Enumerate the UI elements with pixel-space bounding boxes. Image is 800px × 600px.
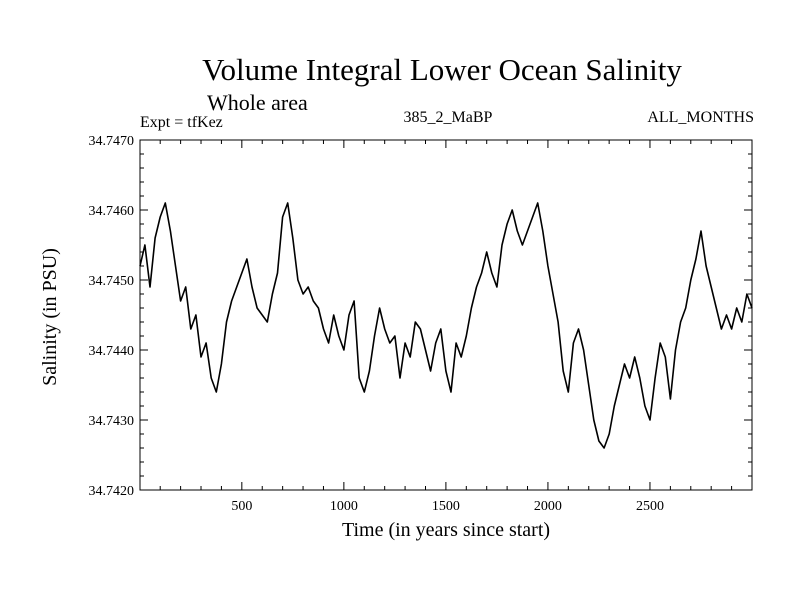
- x-axis-label: Time (in years since start): [341, 519, 551, 541]
- y-tick-label: 34.7440: [89, 344, 135, 359]
- plot-frame: [139, 139, 753, 491]
- x-tick-label: 1500: [432, 499, 460, 514]
- chart-subtitle: Whole area: [207, 90, 308, 115]
- x-tick-label: 2500: [636, 499, 664, 514]
- x-tick-label: 2000: [534, 499, 562, 514]
- x-tick-label: 500: [231, 499, 252, 514]
- chart-title: Volume Integral Lower Ocean Salinity: [202, 52, 682, 87]
- months-label: ALL_MONTHS: [647, 109, 754, 126]
- y-tick-label: 34.7430: [89, 414, 135, 429]
- y-tick-label: 34.7460: [89, 204, 135, 219]
- experiment-label: Expt = tfKez: [140, 114, 223, 131]
- x-tick-label: 1000: [330, 499, 358, 514]
- y-tick-label: 34.7420: [89, 484, 135, 499]
- y-tick-label: 34.7450: [89, 274, 135, 289]
- y-tick-label: 34.7470: [89, 134, 135, 149]
- salinity-series-line: [139, 202, 753, 449]
- run-label: 385_2_MaBP: [403, 109, 493, 126]
